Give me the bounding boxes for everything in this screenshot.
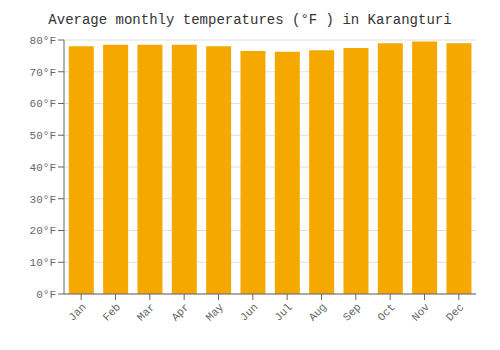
- svg-text:Jan: Jan: [66, 301, 88, 323]
- svg-text:0°F: 0°F: [36, 289, 56, 301]
- svg-text:Feb: Feb: [101, 301, 123, 323]
- svg-text:Oct: Oct: [375, 301, 397, 323]
- svg-text:70°F: 70°F: [30, 67, 56, 79]
- svg-text:10°F: 10°F: [30, 257, 56, 269]
- svg-text:Apr: Apr: [169, 301, 191, 323]
- svg-text:Aug: Aug: [307, 301, 329, 323]
- svg-text:Mar: Mar: [135, 301, 157, 323]
- svg-text:Sep: Sep: [341, 301, 363, 323]
- svg-text:30°F: 30°F: [30, 194, 56, 206]
- html-text:Average monthly temperatures (: Average monthly temperatures (°F ) in Ka…: [48, 12, 452, 28]
- svg-text:50°F: 50°F: [30, 130, 56, 142]
- svg-text:May: May: [204, 301, 227, 324]
- svg-text:20°F: 20°F: [30, 225, 56, 237]
- svg-text:Nov: Nov: [410, 301, 433, 324]
- svg-text:Dec: Dec: [444, 301, 466, 323]
- svg-text:80°F: 80°F: [30, 35, 56, 47]
- svg-text:Jun: Jun: [238, 301, 260, 323]
- svg-text:Jul: Jul: [272, 301, 294, 323]
- svg-text:40°F: 40°F: [30, 162, 56, 174]
- svg-text:60°F: 60°F: [30, 98, 56, 110]
